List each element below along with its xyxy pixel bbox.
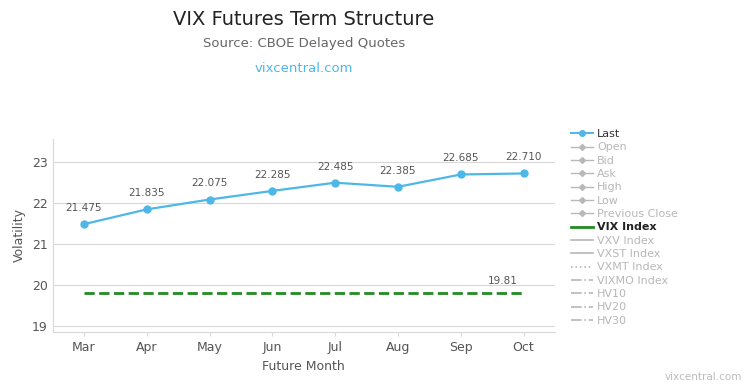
- Text: vixcentral.com: vixcentral.com: [665, 372, 742, 382]
- Text: VIX Futures Term Structure: VIX Futures Term Structure: [173, 10, 434, 29]
- Text: 22.385: 22.385: [380, 166, 416, 176]
- Text: 22.285: 22.285: [254, 170, 290, 180]
- Text: 22.075: 22.075: [191, 178, 228, 188]
- Legend: Last, Open, Bid, Ask, High, Low, Previous Close, VIX Index, VXV Index, VXST Inde: Last, Open, Bid, Ask, High, Low, Previou…: [571, 129, 678, 326]
- Text: vixcentral.com: vixcentral.com: [254, 62, 353, 75]
- Text: 22.685: 22.685: [442, 153, 479, 163]
- Text: 21.475: 21.475: [66, 203, 102, 213]
- Text: 19.81: 19.81: [488, 276, 518, 286]
- Text: Source: CBOE Delayed Quotes: Source: CBOE Delayed Quotes: [202, 37, 405, 50]
- Text: 21.835: 21.835: [128, 188, 165, 198]
- X-axis label: Future Month: Future Month: [262, 359, 345, 372]
- Text: 22.485: 22.485: [317, 162, 353, 172]
- Y-axis label: Volatility: Volatility: [13, 208, 26, 262]
- Text: 22.710: 22.710: [506, 152, 542, 163]
